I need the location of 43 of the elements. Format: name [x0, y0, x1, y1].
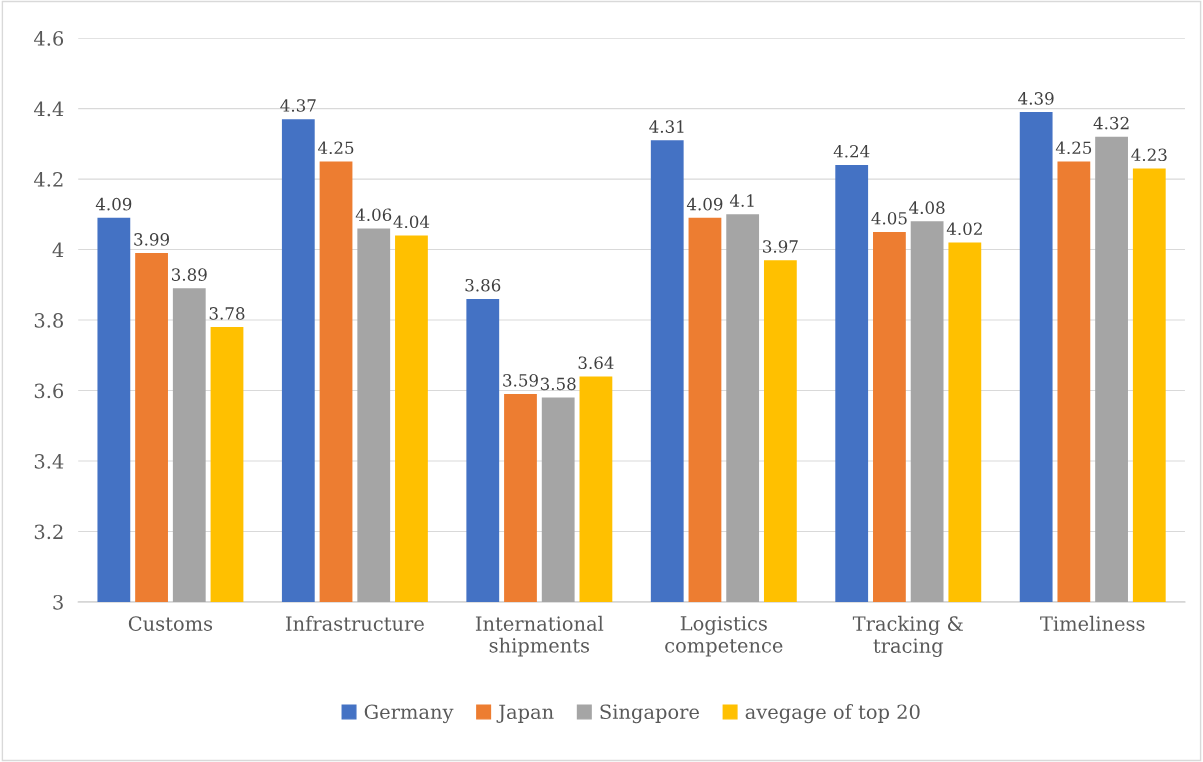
y-tick-label: 4.4 — [33, 101, 64, 117]
y-tick-label: 3 — [53, 594, 63, 610]
data-label: 4.05 — [871, 211, 907, 225]
x-tick-label: Infrastructure — [285, 615, 424, 631]
y-tick-label: 3.4 — [34, 453, 64, 469]
data-label: 3.89 — [172, 268, 207, 281]
data-label: 3.59 — [503, 374, 538, 387]
data-label: 4.04 — [393, 215, 430, 229]
data-label: 4.08 — [909, 201, 945, 214]
y-tick-label: 4 — [52, 242, 64, 257]
data-label: 4.23 — [1131, 148, 1167, 162]
data-label: 4.31 — [649, 120, 684, 133]
legend-label: Germany — [364, 704, 454, 724]
data-label: 4.39 — [1018, 92, 1054, 105]
data-label: 4.02 — [946, 222, 982, 236]
y-tick-label: 3.8 — [34, 313, 63, 328]
y-tick-label: 3.2 — [34, 524, 63, 540]
data-label: 3.78 — [209, 307, 245, 320]
legend-label: Singapore — [600, 704, 699, 724]
data-label: 4.32 — [1093, 116, 1129, 130]
legend-label: avegage of top 20 — [745, 704, 920, 724]
data-label: 4.37 — [280, 99, 316, 112]
legend-label: Japan — [496, 704, 554, 723]
data-label: 4.09 — [95, 197, 132, 211]
data-label: 3.97 — [763, 240, 798, 253]
data-label: 3.99 — [134, 233, 169, 246]
y-tick-label: 3.6 — [34, 383, 64, 399]
data-label: 4.09 — [686, 197, 723, 211]
x-tick-label: International shipments — [475, 615, 604, 657]
data-label: 4.25 — [1055, 141, 1092, 155]
x-tick-label: Tracking & tracing — [852, 615, 963, 658]
data-label: 3.86 — [465, 278, 501, 292]
x-tick-label: Timeliness — [1040, 615, 1145, 631]
data-label: 4.1 — [729, 194, 754, 207]
y-tick-label: 4.6 — [33, 31, 64, 46]
data-label: 4.24 — [833, 144, 870, 158]
data-label: 4.06 — [355, 208, 392, 222]
y-tick-label: 4.2 — [33, 172, 63, 187]
data-label: 4.25 — [317, 141, 354, 155]
data-label: 3.58 — [540, 377, 576, 391]
x-tick-label: Logistics competence — [665, 616, 783, 657]
x-tick-label: Customs — [128, 616, 213, 631]
data-label: 3.64 — [578, 356, 614, 370]
